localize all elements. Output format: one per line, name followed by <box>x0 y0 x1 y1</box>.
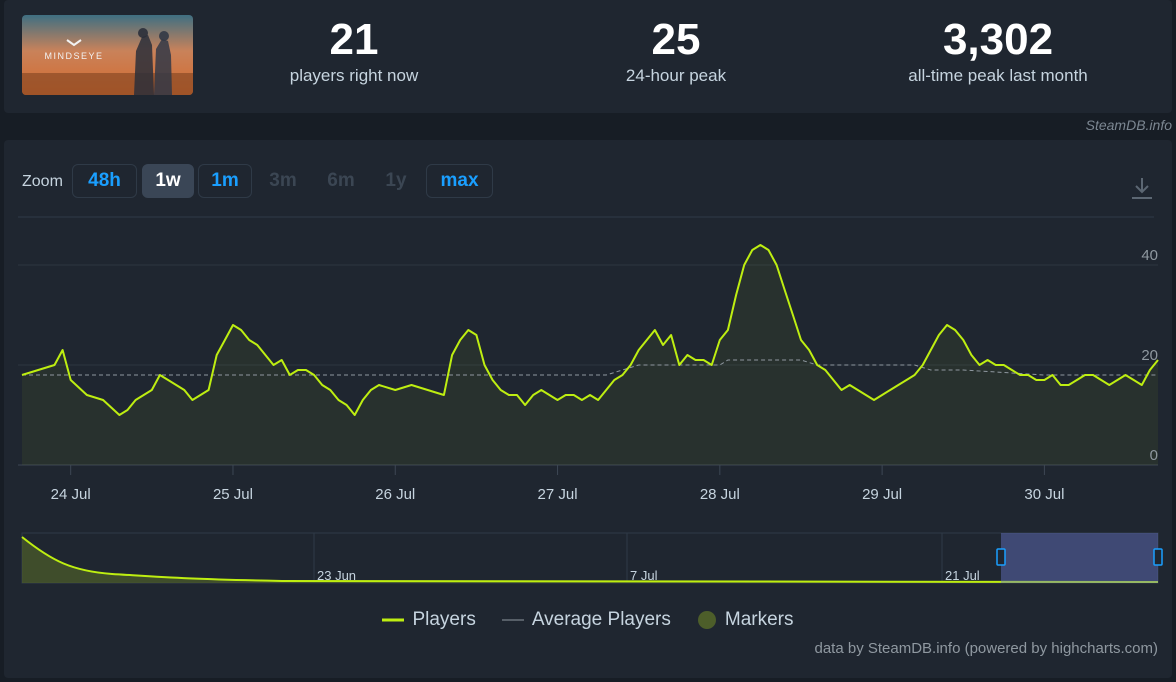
stats-panel: MINDSEYE 21 players right now 25 24-hour… <box>4 0 1172 113</box>
zoom-1y-button: 1y <box>385 170 407 191</box>
navigator-label: 21 Jul <box>945 568 980 583</box>
average-players-line <box>22 359 1158 376</box>
zoom-1w-button[interactable]: 1w <box>142 164 194 198</box>
zoom-3m-button: 3m <box>269 170 297 191</box>
download-icon[interactable] <box>1128 174 1156 202</box>
x-axis: 24 Jul 25 Jul 26 Jul 27 Jul 28 Jul 29 Jul 30 J… <box>51 465 1064 503</box>
x-tick-label: 27 Jul <box>538 486 578 503</box>
legend-markers[interactable]: Markers <box>697 609 794 631</box>
x-tick-label: 29 Jul <box>862 486 902 503</box>
alltime-peak-value: 3,302 <box>942 15 1054 64</box>
legend-players-label: Players <box>412 609 476 630</box>
steamdb-credit-top[interactable]: SteamDB.info <box>1085 117 1172 133</box>
x-tick-label: 30 Jul <box>1024 486 1064 503</box>
x-tick-label: 24 Jul <box>51 486 91 503</box>
zoom-label: Zoom <box>22 173 63 190</box>
navigator-line <box>21 536 1159 583</box>
legend-players-swatch <box>382 618 405 622</box>
stat-current-players: 21 players right now <box>224 14 484 86</box>
navigator-label: 23 Jun <box>317 568 356 583</box>
chart-credit[interactable]: data by SteamDB.info (powered by highcha… <box>814 640 1159 657</box>
game-artwork: MINDSEYE <box>22 15 193 95</box>
players-line <box>21 244 1159 416</box>
legend-players[interactable]: Players <box>382 609 476 631</box>
y-tick-label: 20 <box>1141 347 1158 364</box>
stat-24h-peak: 25 24-hour peak <box>546 14 806 86</box>
chart-grid <box>18 264 1158 466</box>
chart-plot <box>21 244 1159 465</box>
navigator-handle <box>1153 548 1163 566</box>
peak-24h-value: 25 <box>651 15 701 64</box>
legend-average-label: Average Players <box>531 609 671 630</box>
navigator[interactable]: 23 Jun 7 Jul 21 Jul <box>21 532 1163 584</box>
y-tick-label: 0 <box>1150 447 1158 464</box>
x-tick-label: 25 Jul <box>213 486 253 503</box>
legend-average-swatch <box>501 619 524 621</box>
chart-legend: Players Average Players Markers <box>4 607 1172 633</box>
alltime-peak-label: all-time peak last month <box>908 66 1088 85</box>
peak-24h-label: 24-hour peak <box>625 66 727 85</box>
navigator-area <box>22 537 1158 583</box>
x-tick-label: 26 Jul <box>375 486 415 503</box>
game-logo-text: MINDSEYE <box>44 51 103 61</box>
legend-markers-swatch <box>697 611 716 629</box>
navigator-handle <box>996 548 1006 566</box>
navigator-frame <box>21 532 1159 584</box>
current-players-label: players right now <box>289 66 419 85</box>
y-tick-label: 40 <box>1141 247 1158 264</box>
players-area <box>22 245 1158 465</box>
navigator-label: 7 Jul <box>630 568 658 583</box>
legend-markers-label: Markers <box>724 609 794 630</box>
current-players-value: 21 <box>329 15 379 64</box>
zoom-6m-button: 6m <box>327 170 355 191</box>
zoom-1m-button[interactable]: 1m <box>198 164 252 198</box>
legend-average[interactable]: Average Players <box>501 609 671 631</box>
player-count-chart[interactable]: 24 Jul 25 Jul 26 Jul 27 Jul 28 Jul 29 Jul 30 J… <box>4 140 1172 660</box>
zoom-48h-button[interactable]: 48h <box>72 164 137 198</box>
x-tick-label: 28 Jul <box>700 486 740 503</box>
stat-alltime-peak: 3,302 all-time peak last month <box>868 14 1128 86</box>
chart-panel: Zoom 48h 1w 1m 3m 6m 1y max 24 Jul 25 Jul… <box>4 140 1172 678</box>
game-thumbnail[interactable]: MINDSEYE <box>22 15 193 95</box>
zoom-max-button[interactable]: max <box>426 164 493 198</box>
y-axis: 0 20 40 <box>1141 247 1158 464</box>
navigator-selection <box>1001 533 1158 583</box>
